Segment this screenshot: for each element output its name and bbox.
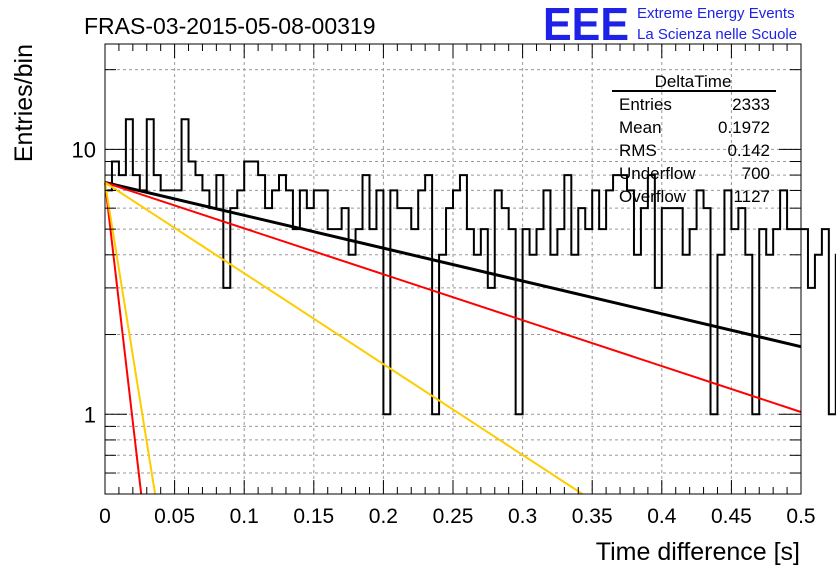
x-tick-label: 0.25 bbox=[433, 505, 474, 528]
eee-logo-mark: EEE bbox=[543, 0, 629, 50]
fit-line-2 bbox=[104, 181, 802, 413]
eee-logo: EEE Extreme Energy Events La Scienza nel… bbox=[543, 0, 797, 50]
chart-title: FRAS-03-2015-05-08-00319 bbox=[84, 13, 376, 39]
fit-line-1 bbox=[104, 181, 802, 349]
x-tick-label: 0.05 bbox=[154, 505, 195, 528]
fit-line-5 bbox=[104, 182, 157, 495]
axis-ticks bbox=[104, 44, 802, 495]
grid-lines bbox=[105, 44, 801, 495]
x-tick-labels: 0 0.05 0.1 0.15 0.2 0.25 0.3 0.35 0.4 0.45 0.5 bbox=[99, 505, 815, 528]
stats-row-value: 2333 bbox=[732, 95, 770, 114]
x-tick-label: 0.15 bbox=[293, 505, 334, 528]
stats-row-label: Underflow bbox=[619, 164, 696, 183]
x-tick-label: 0.45 bbox=[711, 505, 752, 528]
histogram-steps bbox=[105, 118, 836, 416]
stats-row-label: Mean bbox=[619, 118, 662, 137]
eee-logo-line2: La Scienza nelle Scuole bbox=[637, 26, 797, 43]
stats-row-value: 700 bbox=[742, 164, 770, 183]
x-axis-label: Time difference [s] bbox=[596, 538, 800, 566]
x-tick-label: 0.1 bbox=[230, 505, 259, 528]
x-tick-label: 0 bbox=[99, 505, 111, 528]
fit-line-3 bbox=[104, 181, 584, 495]
x-tick-label: 0.2 bbox=[369, 505, 398, 528]
x-tick-label: 0.3 bbox=[508, 505, 537, 528]
stats-box-title: DeltaTime bbox=[655, 72, 732, 91]
stats-row-value: 1127 bbox=[733, 187, 770, 206]
stats-row-value: 0.142 bbox=[727, 141, 770, 160]
x-tick-label: 0.5 bbox=[786, 505, 815, 528]
y-tick-label: 1 bbox=[84, 402, 96, 427]
stats-row-label: Overflow bbox=[619, 187, 687, 206]
histogram-layer bbox=[105, 118, 836, 416]
fit-lines-layer bbox=[104, 181, 802, 495]
eee-logo-line1: Extreme Energy Events bbox=[637, 5, 795, 22]
x-tick-label: 0.4 bbox=[647, 505, 677, 528]
fit-line-4 bbox=[104, 182, 143, 495]
stats-row-label: Entries bbox=[619, 95, 672, 114]
y-tick-labels: 1 10 bbox=[72, 137, 96, 427]
x-tick-label: 0.35 bbox=[572, 505, 613, 528]
stats-row-value: 0.1972 bbox=[718, 118, 770, 137]
stats-row-label: RMS bbox=[619, 141, 657, 160]
stats-box: DeltaTime Entries 2333 Mean 0.1972 RMS 0.142 U… bbox=[612, 72, 776, 206]
stats-box-rows: Entries 2333 Mean 0.1972 RMS 0.142 Underflow 70… bbox=[619, 95, 770, 206]
y-tick-label: 10 bbox=[72, 137, 96, 162]
y-axis-label: Entries/bin bbox=[10, 44, 38, 162]
